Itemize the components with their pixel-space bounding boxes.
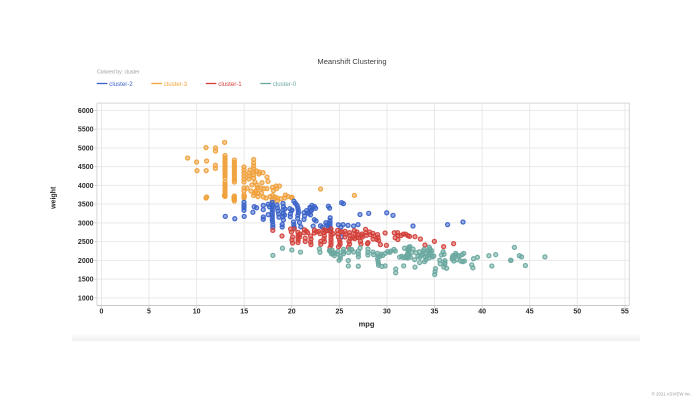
svg-text:1500: 1500 <box>78 277 94 284</box>
svg-text:40: 40 <box>478 309 486 316</box>
svg-text:10: 10 <box>193 309 201 316</box>
svg-text:15: 15 <box>240 309 248 316</box>
svg-text:55: 55 <box>621 309 629 316</box>
svg-text:4000: 4000 <box>78 183 94 190</box>
svg-text:4500: 4500 <box>78 164 94 171</box>
svg-text:5: 5 <box>147 309 151 316</box>
svg-text:Colored by: cluster: Colored by: cluster <box>97 69 140 75</box>
svg-text:6000: 6000 <box>78 108 94 115</box>
svg-text:45: 45 <box>526 309 534 316</box>
svg-text:30: 30 <box>383 309 391 316</box>
svg-text:cluster-0: cluster-0 <box>273 81 297 88</box>
svg-text:35: 35 <box>431 309 439 316</box>
svg-text:50: 50 <box>573 309 581 316</box>
svg-text:3500: 3500 <box>78 202 94 209</box>
svg-text:25: 25 <box>336 309 344 316</box>
svg-text:0: 0 <box>99 309 103 316</box>
svg-text:Meanshift Clustering: Meanshift Clustering <box>317 57 386 66</box>
svg-text:© 2021 ASVIEW Inc.: © 2021 ASVIEW Inc. <box>652 391 692 396</box>
svg-text:3000: 3000 <box>78 220 94 227</box>
svg-text:1000: 1000 <box>78 295 94 302</box>
svg-text:weight: weight <box>51 186 58 210</box>
svg-text:20: 20 <box>288 309 296 316</box>
svg-text:2500: 2500 <box>78 239 94 246</box>
svg-text:2000: 2000 <box>78 258 94 265</box>
svg-text:5000: 5000 <box>78 145 94 152</box>
svg-text:5500: 5500 <box>78 127 94 134</box>
svg-text:cluster-2: cluster-2 <box>109 81 133 88</box>
svg-text:cluster-3: cluster-3 <box>164 81 188 88</box>
svg-text:mpg: mpg <box>359 319 375 328</box>
svg-text:cluster-1: cluster-1 <box>218 81 242 88</box>
